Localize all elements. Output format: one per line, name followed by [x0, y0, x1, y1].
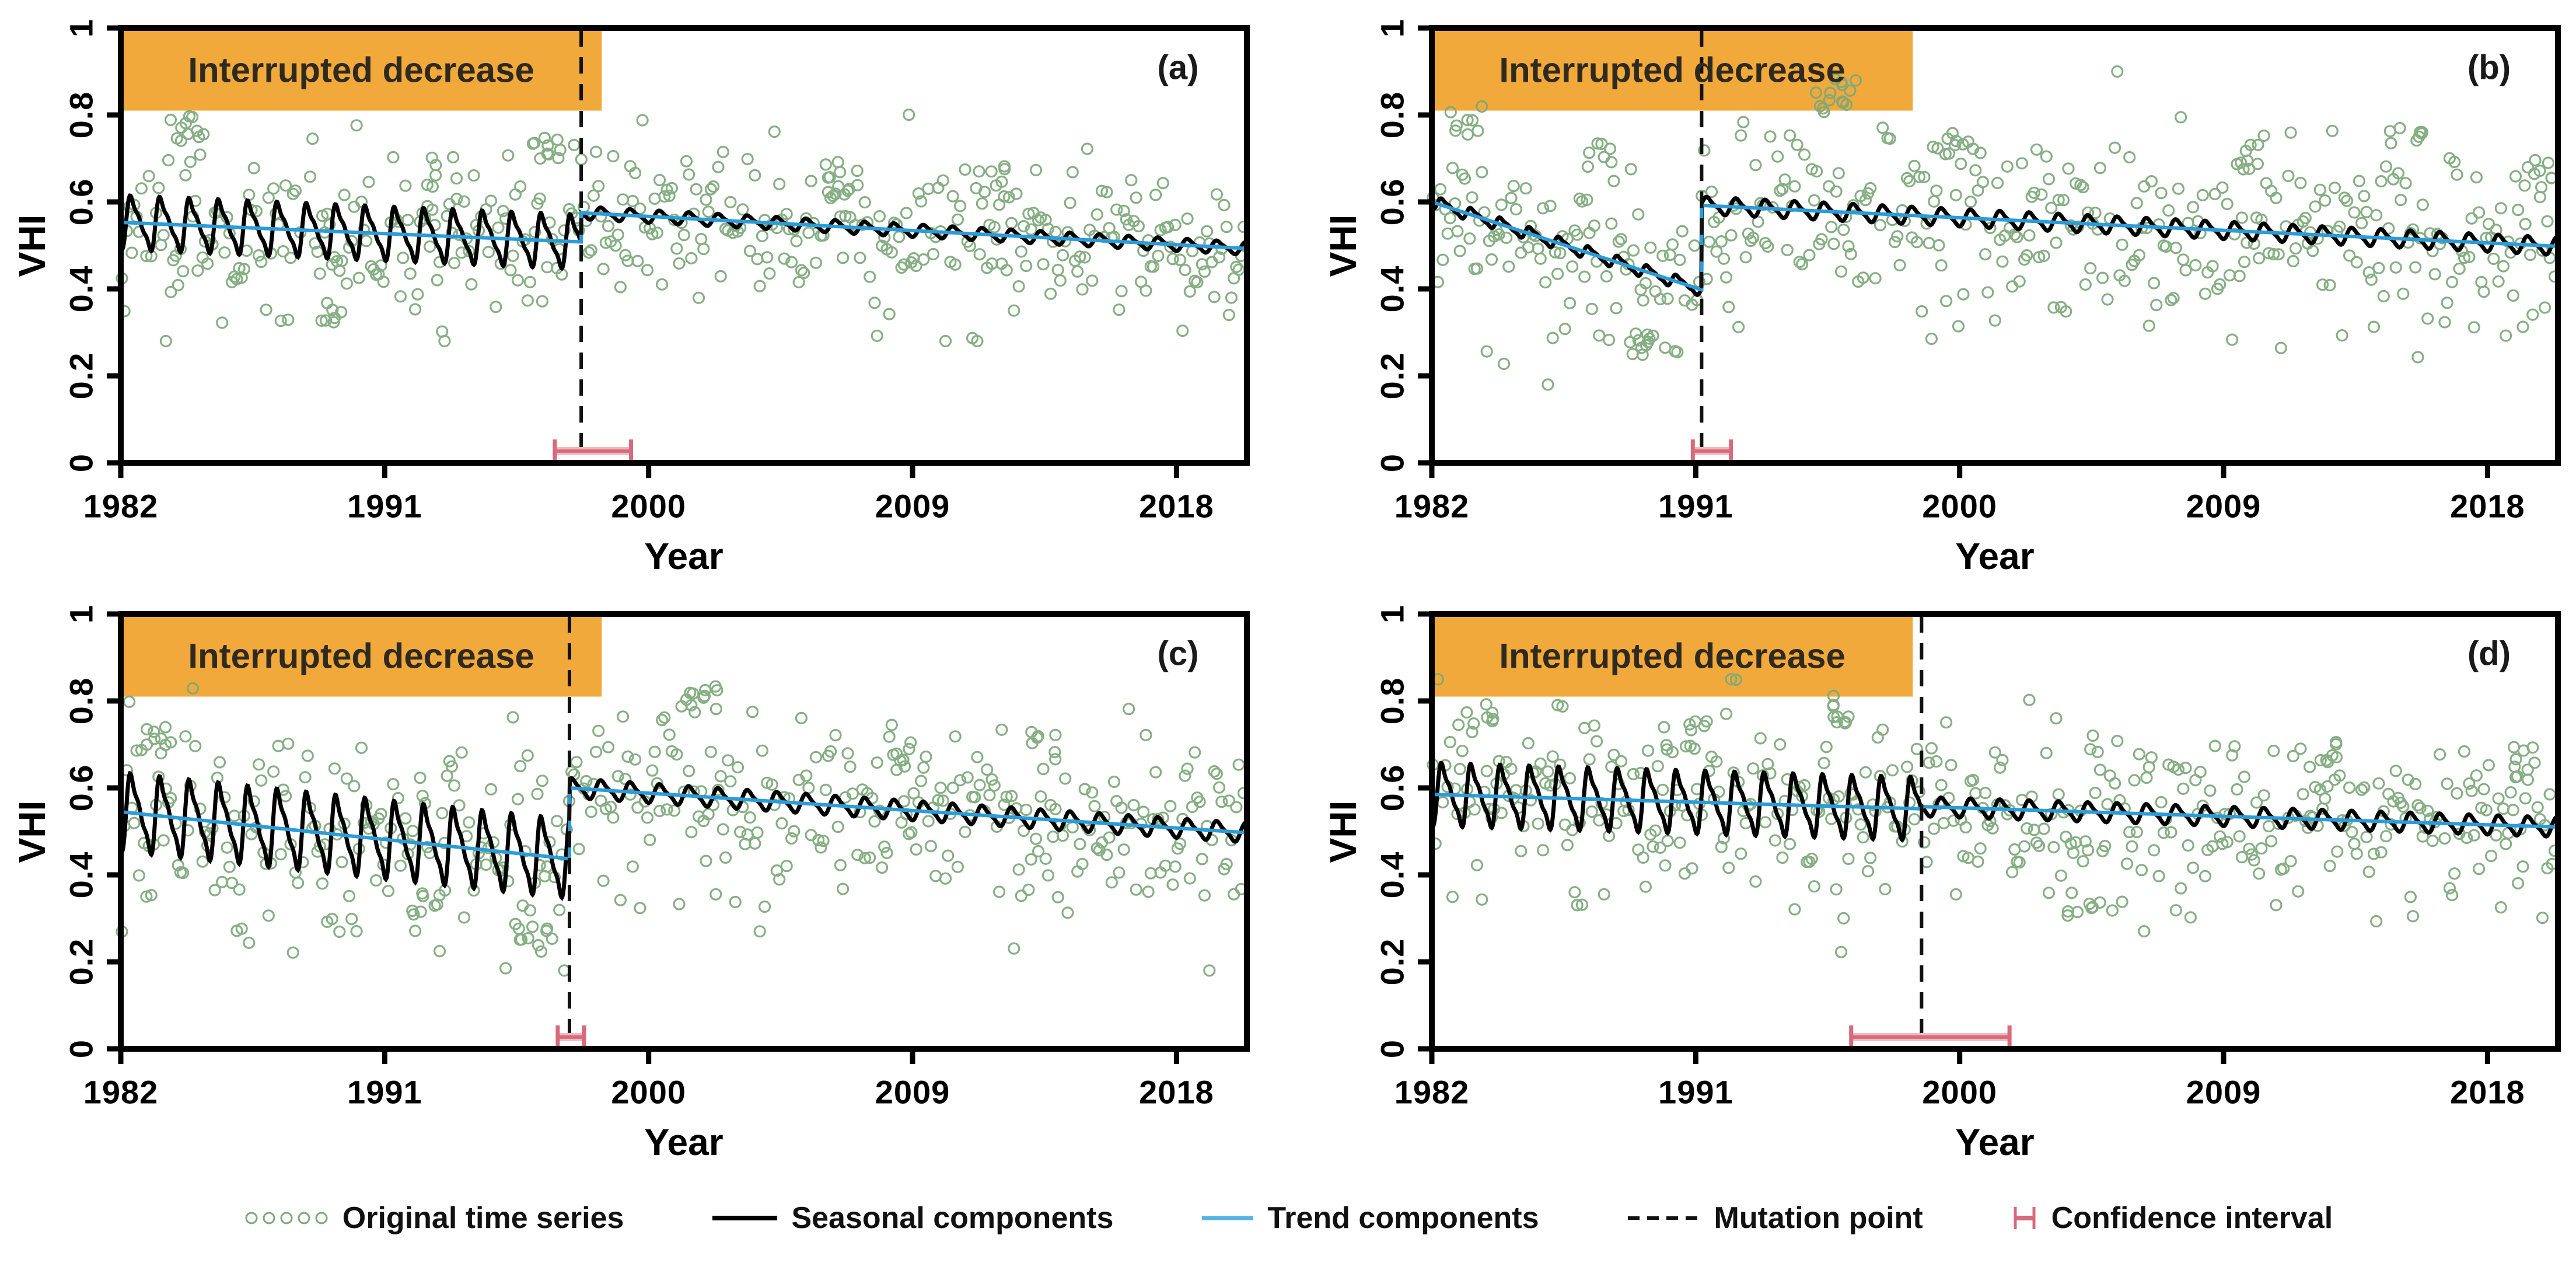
x-tick-label: 1991 — [347, 487, 422, 525]
confidence-interval-marker — [555, 1025, 586, 1049]
y-tick-label: 1 — [62, 18, 100, 38]
x-axis-title: Year — [1955, 1121, 2035, 1163]
x-tick-label: 1982 — [1394, 1073, 1470, 1111]
x-tick-label: 1991 — [347, 1073, 422, 1111]
y-tick-label: 0.8 — [1373, 91, 1411, 139]
legend-item-original-series: Original time series — [243, 1201, 624, 1236]
confidence-interval-marker — [553, 439, 634, 463]
legend-label: Mutation point — [1714, 1201, 1923, 1235]
confidence-interval-marker — [1690, 439, 1733, 463]
x-tick-label: 2000 — [611, 487, 686, 525]
interrupted-decrease-band — [1432, 615, 1913, 697]
x-tick-label: 2000 — [611, 1073, 686, 1111]
y-tick-label: 1 — [1373, 18, 1411, 38]
original-series-points — [1427, 673, 2561, 958]
y-tick-label: 0.8 — [62, 677, 100, 725]
y-tick-label: 0 — [62, 453, 100, 473]
legend-label: Seasonal components — [791, 1201, 1114, 1235]
y-tick-label: 0 — [62, 1039, 100, 1059]
y-tick-label: 0.6 — [62, 764, 100, 812]
x-tick-label: 2009 — [875, 1073, 950, 1111]
x-tick-label: 2018 — [1139, 1073, 1214, 1111]
x-tick-label: 2009 — [2186, 1073, 2262, 1111]
y-tick-label: 0.8 — [1373, 677, 1411, 725]
annotation-interrupted-decrease: Interrupted decrease — [1499, 50, 1846, 90]
legend-item-confidence-interval: Confidence interval — [2011, 1201, 2333, 1236]
annotation-interrupted-decrease: Interrupted decrease — [188, 636, 534, 676]
plot-border — [1429, 611, 2561, 1052]
y-axis-title: VHI — [1322, 214, 1364, 277]
y-tick-label: 0.6 — [1373, 764, 1411, 812]
plot-border — [118, 25, 1250, 466]
y-tick-label: 0.2 — [1373, 938, 1411, 986]
x-tick-label: 1982 — [83, 1073, 159, 1111]
annotation-interrupted-decrease: Interrupted decrease — [1499, 636, 1846, 676]
y-tick-label: 0 — [1373, 1039, 1411, 1059]
dashed-line-icon — [1627, 1216, 1700, 1220]
panel-tag-b: (b) — [2467, 48, 2511, 87]
x-tick-label: 1991 — [1658, 487, 1733, 525]
legend: Original time series Seasonal components… — [0, 1186, 2576, 1250]
x-tick-label: 2018 — [2450, 1073, 2525, 1111]
panel-tag-c: (c) — [1157, 634, 1199, 673]
y-tick-label: 0.4 — [1373, 851, 1411, 899]
legend-item-seasonal-components: Seasonal components — [711, 1201, 1113, 1236]
y-tick-label: 1 — [1373, 604, 1411, 624]
legend-label: Original time series — [342, 1201, 624, 1235]
interrupted-decrease-band — [121, 29, 602, 111]
x-tick-label: 2000 — [1922, 487, 1997, 525]
y-tick-label: 0.2 — [62, 938, 100, 986]
x-tick-label: 2009 — [2186, 487, 2262, 525]
panel-a-graphics — [107, 25, 1250, 478]
y-tick-label: 0.4 — [62, 851, 100, 899]
plot-border — [118, 611, 1250, 1052]
x-tick-label: 1982 — [1394, 487, 1470, 525]
x-tick-label: 2009 — [875, 487, 950, 525]
y-axis-title: VHI — [1322, 800, 1364, 863]
y-tick-label: 0.6 — [1373, 178, 1411, 226]
x-axis-title: Year — [1955, 535, 2035, 577]
panel-d-graphics — [1418, 611, 2561, 1064]
x-tick-label: 2018 — [2450, 487, 2525, 525]
x-axis-title: Year — [644, 1121, 723, 1163]
red-h-icon — [2014, 1207, 2036, 1229]
confidence-interval-marker — [1849, 1025, 2012, 1049]
panel-tag-d: (d) — [2467, 634, 2511, 673]
panel-b-graphics — [1418, 25, 2561, 478]
green-circles-icon — [245, 1212, 328, 1224]
x-tick-label: 2000 — [1922, 1073, 1997, 1111]
panel-tag-a: (a) — [1157, 48, 1199, 87]
legend-label: Trend components — [1267, 1201, 1539, 1235]
legend-label: Confidence interval — [2051, 1201, 2333, 1235]
y-tick-label: 0.6 — [62, 178, 100, 226]
y-tick-label: 0.2 — [62, 352, 100, 400]
x-tick-label: 2018 — [1139, 487, 1214, 525]
seasonal-components-line — [1430, 194, 2558, 297]
blue-line-icon — [1202, 1216, 1254, 1220]
y-tick-label: 0.4 — [62, 265, 100, 313]
y-tick-label: 0.4 — [1373, 265, 1411, 313]
annotation-interrupted-decrease: Interrupted decrease — [188, 50, 534, 90]
x-axis-title: Year — [644, 535, 723, 577]
panel-c-graphics — [107, 611, 1250, 1064]
original-series-points — [1427, 65, 2561, 391]
y-axis-title: VHI — [11, 800, 53, 863]
legend-item-trend-components: Trend components — [1201, 1201, 1539, 1236]
y-tick-label: 0 — [1373, 453, 1411, 473]
y-axis-title: VHI — [11, 214, 53, 277]
x-tick-label: 1991 — [1658, 1073, 1733, 1111]
black-line-icon — [712, 1216, 778, 1220]
y-tick-label: 0.2 — [1373, 352, 1411, 400]
interrupted-decrease-band — [121, 615, 602, 697]
plot-border — [1429, 25, 2561, 466]
x-tick-label: 1982 — [83, 487, 159, 525]
legend-item-mutation-point: Mutation point — [1627, 1201, 1923, 1236]
y-tick-label: 0.8 — [62, 91, 100, 139]
y-tick-label: 1 — [62, 604, 100, 624]
trend-components-line — [120, 786, 1247, 861]
